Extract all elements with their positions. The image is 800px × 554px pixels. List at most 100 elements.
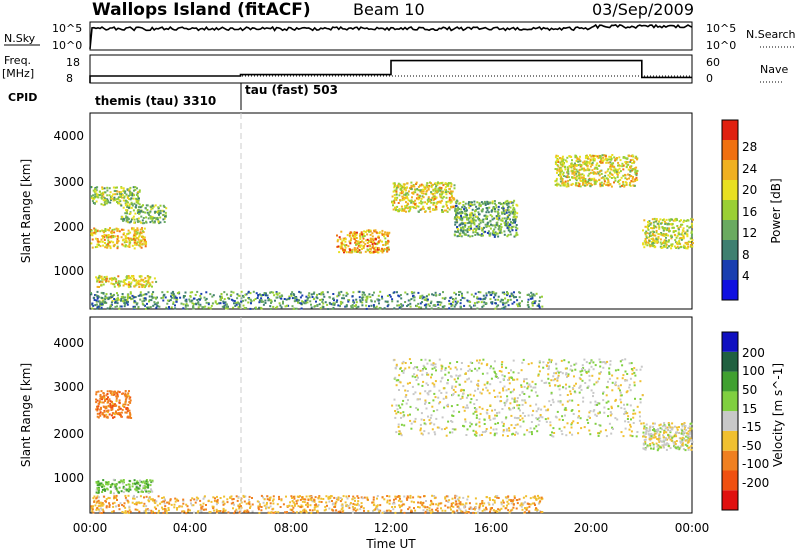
power-cell [202, 308, 205, 310]
power-cell [493, 200, 496, 202]
power-cell [135, 279, 138, 282]
power-cell [355, 298, 358, 301]
power-cell [123, 305, 126, 308]
velocity-cell [444, 496, 447, 499]
power-cell [411, 196, 413, 199]
power-cell [497, 205, 500, 208]
velocity-cell [174, 500, 177, 503]
power-cell [560, 177, 563, 180]
power-cell [406, 305, 409, 307]
power-cell [482, 304, 485, 307]
velocity-cell [93, 500, 96, 503]
velocity-cell [489, 507, 492, 510]
power-cell [425, 307, 428, 310]
power-cell [197, 303, 200, 306]
velocity-cell [290, 495, 293, 498]
power-cell [376, 248, 379, 251]
velocity-cell [128, 409, 131, 412]
power-cell [184, 305, 187, 308]
power-cell [130, 277, 133, 280]
power-cell [351, 233, 354, 236]
power-cell [571, 172, 574, 175]
velocity-cell [327, 497, 330, 500]
power-cell [333, 299, 335, 302]
power-cell [467, 225, 470, 228]
power-cell [682, 235, 685, 238]
power-cell [309, 300, 312, 303]
power-cell [107, 239, 110, 242]
velocity-cell [116, 393, 119, 396]
velocity-cell [288, 504, 291, 507]
power-cell [139, 293, 142, 296]
power-cell [318, 293, 321, 295]
power-cell [644, 233, 647, 236]
power-cell [291, 305, 294, 308]
power-cell [680, 219, 682, 222]
power-cell [589, 154, 591, 157]
power-cell [635, 174, 638, 177]
velocity-cell [595, 415, 598, 417]
power-cell [529, 297, 532, 300]
velocity-cell [240, 501, 243, 504]
power-cell [140, 246, 143, 249]
velocity-cell [155, 507, 157, 510]
velocity-cell [419, 392, 422, 395]
power-cell [232, 299, 235, 302]
power-cell [420, 183, 423, 186]
power-cell [458, 202, 461, 205]
power-cell [101, 235, 104, 237]
power-cell [494, 298, 497, 301]
power-cell [600, 181, 603, 184]
power-cell [463, 232, 466, 235]
velocity-cell [243, 510, 246, 513]
power-cell [381, 240, 383, 243]
power-cell [355, 237, 358, 239]
power-cell [485, 294, 488, 297]
power-cell [96, 290, 99, 293]
power-cell [491, 202, 494, 205]
velocity-cell [121, 504, 124, 506]
power-cell [426, 199, 429, 202]
power-cell [599, 182, 602, 185]
power-cell [575, 168, 578, 171]
power-cell [585, 155, 588, 158]
power-cell [426, 298, 429, 301]
velocity-cell [377, 509, 380, 512]
power-cell [559, 166, 562, 169]
velocity-cell [416, 366, 419, 369]
velocity-cell [300, 506, 303, 509]
power-cell [606, 159, 609, 162]
power-cell [338, 236, 341, 239]
velocity-cell [454, 499, 457, 502]
power-cell [359, 236, 362, 239]
power-cell [384, 231, 387, 234]
power-cell [184, 299, 187, 302]
power-cell [324, 301, 327, 304]
power-cell [128, 281, 130, 284]
power-cell [653, 226, 656, 228]
velocity-cell [408, 506, 411, 509]
velocity-cell [435, 508, 438, 511]
power-cell [376, 242, 378, 245]
power-cell [584, 182, 587, 184]
velocity-cell [123, 511, 126, 514]
power-cell [606, 178, 609, 181]
velocity-cell [101, 413, 104, 416]
velocity-cell [400, 416, 402, 419]
power-cell [145, 216, 148, 219]
power-cell [484, 202, 487, 205]
power-cell [92, 232, 95, 235]
power-cell [469, 301, 472, 303]
power-cell [383, 307, 386, 310]
power-cell [619, 159, 622, 162]
power-cell [596, 162, 599, 165]
power-cell [270, 291, 273, 294]
power-cell [459, 222, 462, 225]
velocity-cell [136, 480, 139, 483]
velocity-cell [523, 378, 526, 381]
power-cell [453, 217, 456, 220]
velocity-cell [247, 510, 250, 513]
power-cell [385, 248, 388, 251]
power-cell [600, 177, 603, 180]
power-cell [342, 239, 345, 242]
